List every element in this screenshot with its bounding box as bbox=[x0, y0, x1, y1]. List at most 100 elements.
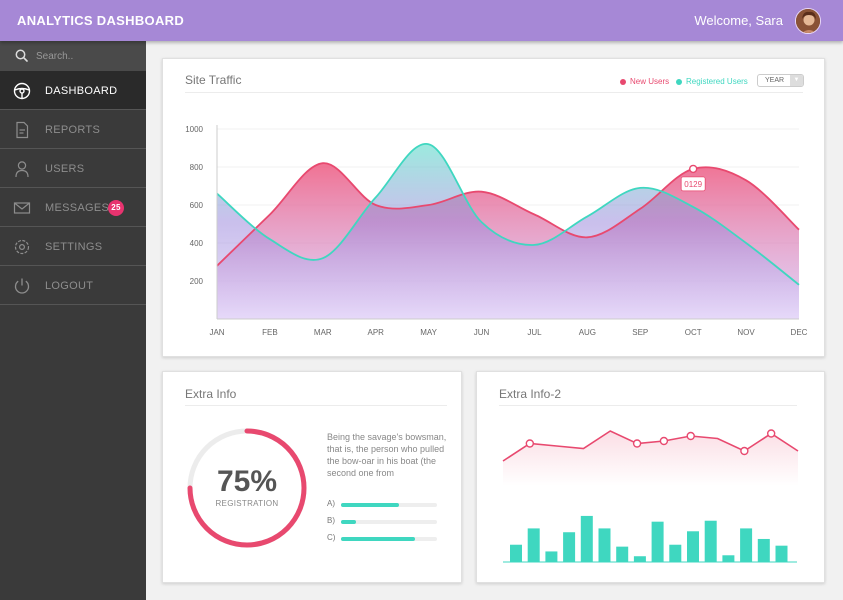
extra-info-card: Extra Info 75% REGISTRATION Being the sa… bbox=[162, 371, 462, 583]
x-tick-label: OCT bbox=[685, 328, 702, 337]
x-tick-label: SEP bbox=[632, 328, 648, 337]
sidebar-item-dashboard[interactable]: DASHBOARD bbox=[0, 71, 146, 110]
y-tick-label: 200 bbox=[190, 277, 204, 286]
progress-fill bbox=[341, 503, 399, 507]
y-tick-label: 600 bbox=[190, 201, 204, 210]
series-area-1 bbox=[217, 143, 799, 319]
app-title: ANALYTICS DASHBOARD bbox=[17, 13, 185, 28]
sidebar-item-users[interactable]: USERS bbox=[0, 149, 146, 188]
x-tick-label: JUN bbox=[474, 328, 490, 337]
series-line-0 bbox=[216, 162, 800, 267]
legend-registered-users: Registered Users bbox=[676, 77, 748, 86]
sidebar-item-label: REPORTS bbox=[45, 124, 101, 136]
divider bbox=[499, 405, 797, 406]
search-input[interactable] bbox=[36, 48, 136, 64]
site-traffic-card: Site Traffic New Users Registered Users … bbox=[162, 58, 825, 357]
bar bbox=[598, 528, 611, 562]
bar bbox=[616, 546, 629, 562]
steering-wheel-icon bbox=[13, 82, 31, 100]
sidebar-item-label: SETTINGS bbox=[45, 241, 103, 253]
messages-count-badge: 25 bbox=[108, 200, 124, 216]
y-tick-label: 1000 bbox=[185, 125, 203, 134]
bar bbox=[580, 515, 593, 562]
line-point bbox=[632, 439, 642, 448]
power-icon bbox=[14, 278, 30, 294]
bar bbox=[669, 544, 682, 562]
progress-track bbox=[341, 537, 437, 541]
sidebar-item-label: MESSAGES bbox=[45, 202, 110, 214]
sidebar-item-logout[interactable]: LOGOUT bbox=[0, 266, 146, 305]
tooltip-box bbox=[680, 176, 706, 192]
bar bbox=[651, 521, 664, 562]
line-series bbox=[502, 430, 799, 462]
extra-info-text: Being the savage's bowsman, that is, the… bbox=[327, 432, 447, 478]
period-select[interactable]: YEAR ▼ bbox=[757, 74, 804, 87]
bar bbox=[740, 528, 753, 562]
user-icon bbox=[15, 161, 29, 178]
progress-row-a: A) bbox=[327, 499, 447, 511]
progress-track bbox=[341, 503, 437, 507]
progress-fill bbox=[341, 537, 415, 541]
bar bbox=[687, 531, 699, 562]
y-tick-label: 400 bbox=[190, 239, 204, 248]
sidebar-item-messages[interactable]: MESSAGES 25 bbox=[0, 188, 146, 227]
search-bar bbox=[0, 41, 146, 71]
line-point bbox=[740, 446, 749, 456]
legend-dot bbox=[676, 78, 682, 85]
data-point-marker bbox=[688, 164, 698, 174]
line-point bbox=[686, 431, 695, 441]
x-tick-label: FEB bbox=[262, 328, 278, 337]
x-tick-label: MAR bbox=[314, 328, 332, 337]
line-point bbox=[525, 439, 535, 448]
x-tick-label: NOV bbox=[737, 328, 755, 337]
divider bbox=[185, 405, 447, 406]
sidebar-item-settings[interactable]: SETTINGS bbox=[0, 227, 146, 266]
line-point bbox=[766, 429, 776, 438]
welcome-text: Welcome, Sara bbox=[694, 13, 783, 28]
legend-dot bbox=[620, 78, 626, 85]
extra-info-2-card: Extra Info-2 bbox=[476, 371, 825, 583]
progress-label: A) bbox=[327, 499, 335, 508]
period-select-value: YEAR bbox=[765, 77, 785, 84]
bar bbox=[563, 532, 576, 562]
legend-label: Registered Users bbox=[686, 77, 748, 86]
document-icon bbox=[16, 121, 29, 139]
site-traffic-chart: 200 400 600 800 1000 JAN FEB MAR APR MAY JUN JUL AUG… bbox=[185, 125, 808, 337]
sidebar: DASHBOARD REPORTS USERS MESSAGES 25 bbox=[0, 41, 146, 600]
sidebar-item-label: DASHBOARD bbox=[45, 85, 118, 97]
card-title: Extra Info bbox=[185, 387, 237, 401]
bar bbox=[527, 528, 540, 562]
x-tick-label: MAY bbox=[420, 328, 437, 337]
bar bbox=[704, 520, 717, 562]
gauge-progress bbox=[187, 428, 307, 548]
registration-gauge bbox=[187, 428, 307, 548]
legend-new-users: New Users bbox=[620, 77, 669, 86]
bar bbox=[757, 538, 770, 562]
avatar[interactable] bbox=[795, 8, 821, 34]
bar bbox=[722, 555, 735, 562]
bar bbox=[545, 551, 558, 562]
bar bbox=[510, 544, 522, 562]
gear-icon bbox=[14, 239, 30, 255]
line-area bbox=[503, 431, 798, 486]
progress-row-b: B) bbox=[327, 516, 447, 528]
progress-label: B) bbox=[327, 516, 335, 525]
progress-fill bbox=[341, 520, 357, 524]
tooltip-value: 0129 bbox=[684, 180, 702, 189]
x-tick-label: DEC bbox=[791, 328, 808, 337]
x-tick-label: APR bbox=[368, 328, 385, 337]
sidebar-item-reports[interactable]: REPORTS bbox=[0, 110, 146, 149]
app-header: ANALYTICS DASHBOARD Welcome, Sara bbox=[0, 0, 843, 41]
x-tick-label: JUL bbox=[527, 328, 542, 337]
sidebar-item-label: USERS bbox=[45, 163, 85, 175]
card-title: Extra Info-2 bbox=[499, 387, 562, 401]
legend-label: New Users bbox=[630, 77, 670, 86]
divider bbox=[185, 92, 803, 93]
x-tick-label: JAN bbox=[209, 328, 224, 337]
envelope-icon bbox=[13, 202, 31, 214]
progress-label: C) bbox=[327, 533, 336, 542]
y-tick-label: 800 bbox=[190, 163, 204, 172]
bar bbox=[633, 556, 646, 562]
extra-info-2-charts bbox=[502, 429, 799, 563]
search-icon[interactable] bbox=[15, 49, 28, 62]
